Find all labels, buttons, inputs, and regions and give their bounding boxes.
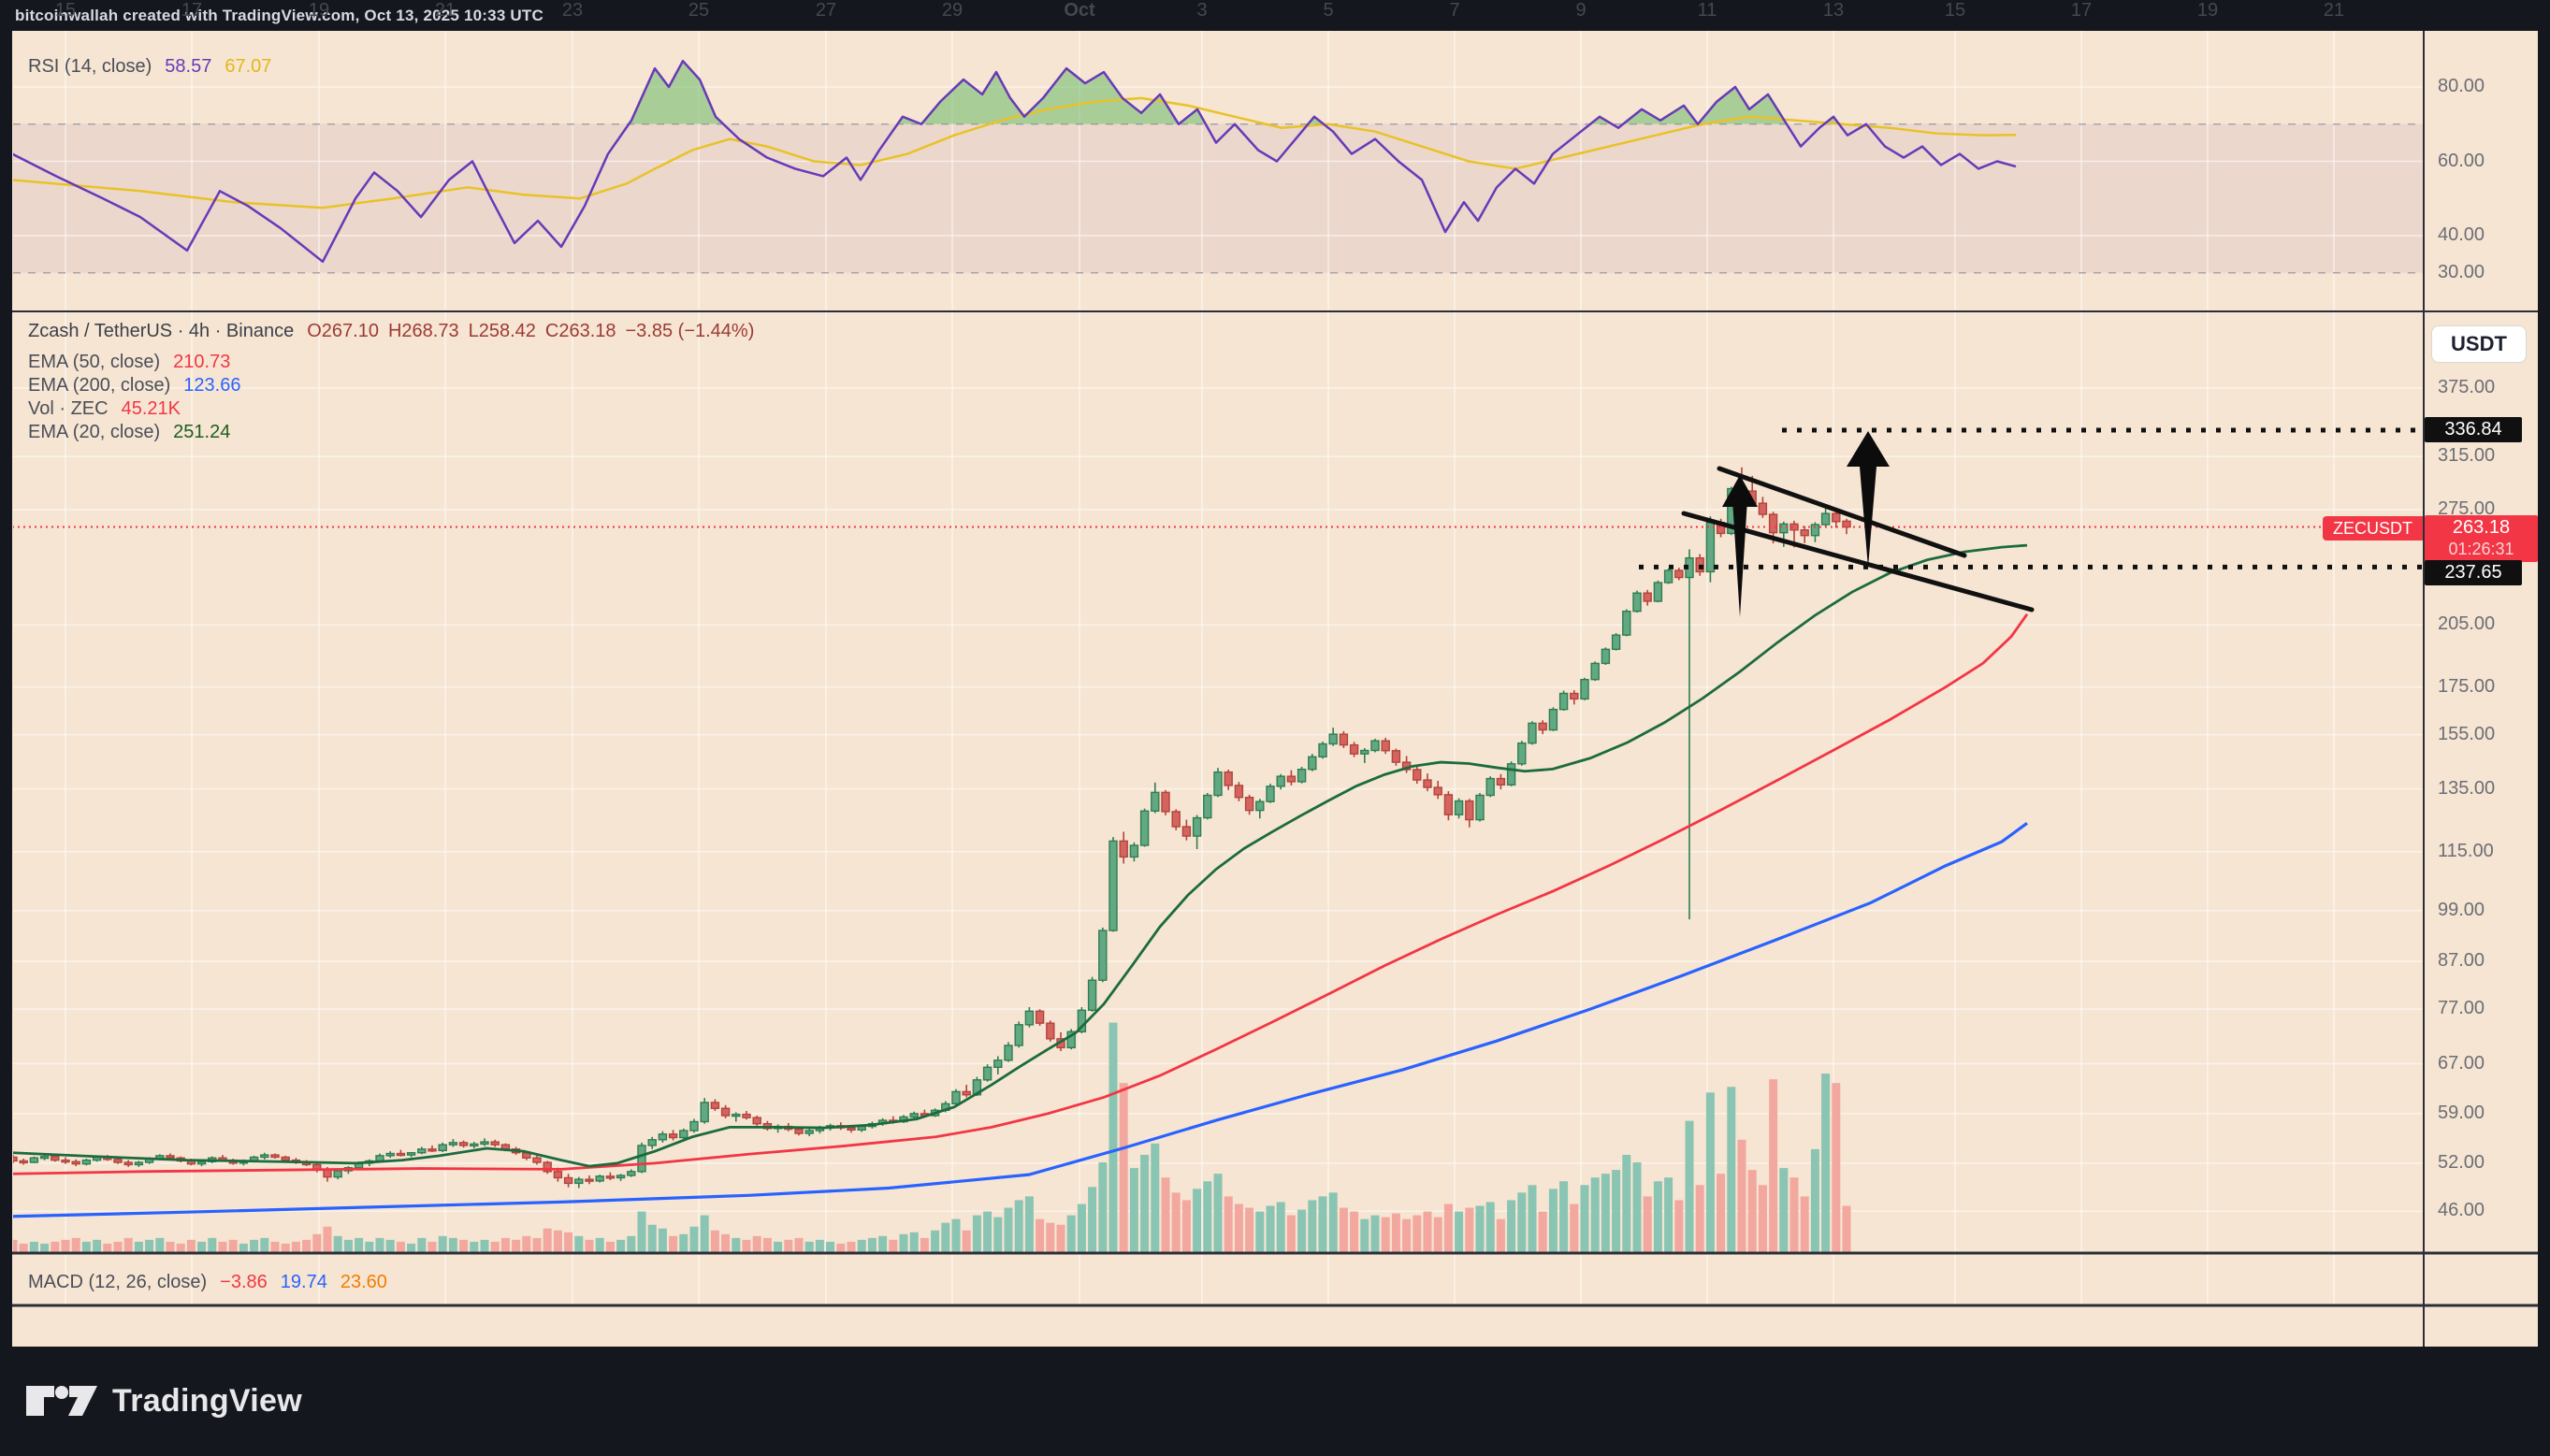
time-axis-label: 7 xyxy=(1449,0,1460,21)
rsi-ma-value: 67.07 xyxy=(225,56,272,77)
volume-label: Vol · ZEC xyxy=(28,398,109,419)
time-axis-label: 19 xyxy=(2196,0,2219,21)
ema200-label: EMA (200, close) xyxy=(28,375,171,396)
price-axis-label: 77.00 xyxy=(2438,998,2485,1019)
macd-hist-value: 23.60 xyxy=(340,1272,387,1292)
rsi-axis-label: 60.00 xyxy=(2438,150,2485,171)
symbol-title: Zcash / TetherUS · 4h · Binance xyxy=(28,321,295,341)
price-axis-label: 67.00 xyxy=(2438,1052,2485,1074)
header-bar: bitcoinwallah created with TradingView.c… xyxy=(0,0,2550,31)
symbol-legend[interactable]: Zcash / TetherUS · 4h · Binance O267.10 H… xyxy=(28,321,763,342)
macd-signal-value: 19.74 xyxy=(280,1272,327,1292)
tradingview-logo-icon xyxy=(26,1385,97,1416)
price-axis-label: 375.00 xyxy=(2438,377,2496,397)
ema200-value: 123.66 xyxy=(183,375,241,396)
time-axis-label: 15 xyxy=(1944,0,1966,21)
macd-value: −3.86 xyxy=(220,1272,268,1292)
time-axis-label: 25 xyxy=(688,0,710,21)
volume-row[interactable]: Vol · ZEC 45.21K xyxy=(28,398,181,420)
time-axis-label: 3 xyxy=(1196,0,1208,21)
ema50-row[interactable]: EMA (50, close) 210.73 xyxy=(28,352,230,373)
ema20-value: 251.24 xyxy=(173,422,231,442)
time-axis-label: 21 xyxy=(434,0,456,21)
ohlc-low: L258.42 xyxy=(468,321,536,341)
last-price-badge: 263.18 01:26:31 xyxy=(2425,515,2538,562)
resistance-price-badge: 336.84 xyxy=(2425,417,2522,442)
macd-label: MACD (12, 26, close) xyxy=(28,1272,208,1292)
ohlc-close: C263.18 xyxy=(544,321,616,341)
price-axis-label: 315.00 xyxy=(2438,445,2496,467)
price-axis-label: 59.00 xyxy=(2438,1102,2485,1123)
ohlc-open: O267.10 xyxy=(307,321,379,341)
price-axis-label: 155.00 xyxy=(2438,723,2496,744)
price-axis-label: 99.00 xyxy=(2438,899,2485,920)
macd-legend[interactable]: MACD (12, 26, close) −3.86 19.74 23.60 xyxy=(28,1272,387,1293)
symbol-price-tag: ZECUSDT xyxy=(2323,516,2423,541)
time-axis-label: 15 xyxy=(54,0,77,21)
support-price-badge: 237.65 xyxy=(2425,560,2522,585)
time-axis-label: 23 xyxy=(561,0,584,21)
time-axis-label: 5 xyxy=(1323,0,1334,21)
footer-brand-text: TradingView xyxy=(112,1383,302,1419)
ema50-label: EMA (50, close) xyxy=(28,352,161,372)
ohlc-change: −3.85 (−1.44%) xyxy=(625,321,755,341)
time-axis-label: 29 xyxy=(941,0,963,21)
time-axis-label: 21 xyxy=(2323,0,2345,21)
price-axis-label: 275.00 xyxy=(2438,498,2496,520)
ema20-row[interactable]: EMA (20, close) 251.24 xyxy=(28,422,230,443)
time-axis-label: Oct xyxy=(1064,0,1095,21)
price-axis-label: 52.00 xyxy=(2438,1151,2485,1173)
ema50-value: 210.73 xyxy=(173,352,231,372)
rsi-axis-label: 40.00 xyxy=(2438,224,2485,245)
time-axis-label: 9 xyxy=(1575,0,1587,21)
time-axis-label: 13 xyxy=(1822,0,1845,21)
volume-value: 45.21K xyxy=(121,398,181,419)
price-axis-label: 46.00 xyxy=(2438,1200,2485,1221)
ohlc-high: H268.73 xyxy=(387,321,459,341)
chart-background xyxy=(12,31,2538,1347)
rsi-legend[interactable]: RSI (14, close) 58.57 67.07 xyxy=(28,56,271,78)
price-axis-label: 175.00 xyxy=(2438,675,2496,697)
rsi-axis-label: 30.00 xyxy=(2438,261,2485,282)
currency-button[interactable]: USDT xyxy=(2431,325,2527,363)
header-title: bitcoinwallah created with TradingView.c… xyxy=(15,6,543,24)
price-axis-label: 87.00 xyxy=(2438,949,2485,971)
ema200-row[interactable]: EMA (200, close) 123.66 xyxy=(28,375,240,396)
ema20-label: EMA (20, close) xyxy=(28,422,161,442)
rsi-axis-label: 80.00 xyxy=(2438,76,2485,96)
time-axis-label: 17 xyxy=(2070,0,2093,21)
rsi-value: 58.57 xyxy=(165,56,212,77)
time-axis-label: 27 xyxy=(815,0,837,21)
candle-countdown: 01:26:31 xyxy=(2448,540,2514,558)
time-axis-label: 17 xyxy=(181,0,203,21)
ohlc-readout: O267.10 H268.73 L258.42 C263.18 −3.85 (−1.44… xyxy=(307,321,763,342)
price-axis-label: 135.00 xyxy=(2438,777,2496,799)
price-axis-label: 205.00 xyxy=(2438,613,2496,635)
last-price-value: 263.18 xyxy=(2452,517,2511,538)
time-axis-label: 19 xyxy=(308,0,330,21)
footer-bar: TradingView xyxy=(0,1347,2550,1456)
rsi-label: RSI (14, close) xyxy=(28,56,152,77)
price-axis-label: 115.00 xyxy=(2438,840,2494,861)
time-axis-label: 11 xyxy=(1697,0,1717,21)
